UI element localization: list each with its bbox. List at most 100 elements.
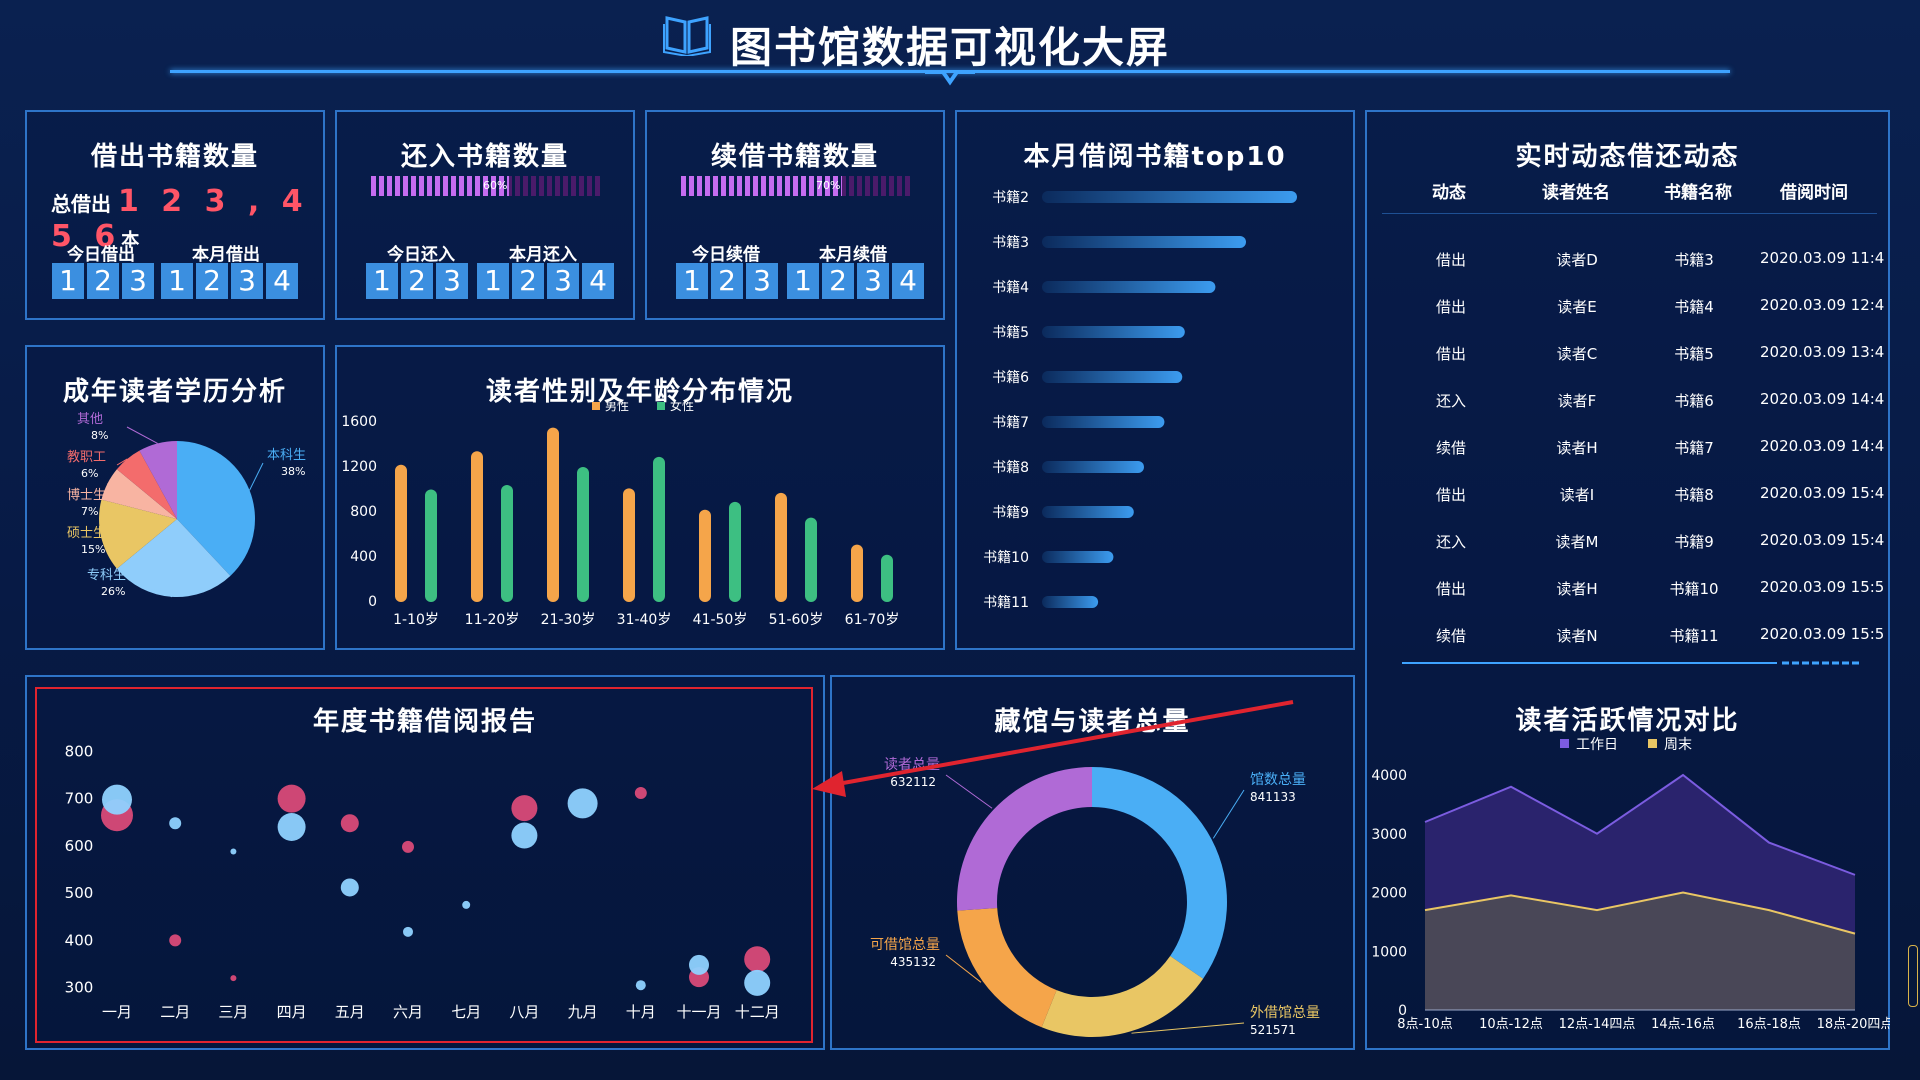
realtime-title: 实时动态借还动态 [1515, 142, 1740, 172]
bubble [634, 787, 647, 799]
digit: 2 [196, 263, 228, 299]
bar [851, 544, 863, 602]
pie-value-label: 7% [81, 505, 98, 518]
x-tick-label: 21-30岁 [541, 612, 596, 628]
table-row[interactable]: 借出 读者D 书籍3 2020.03.09 11:4 [1367, 249, 1887, 273]
annual-scatter-chart: 300 400 500 600 700 800 一月 二月 三月 四月 五月 六月 七月 八月 九月 十月 十一… [65, 742, 780, 1021]
scroll-handle[interactable] [1908, 945, 1918, 1007]
bar-label: 书籍7 [992, 414, 1029, 431]
pie-slice [177, 441, 256, 576]
table-header: 动态 读者姓名 书籍名称 借阅时间 [1367, 178, 1888, 206]
pie-slice [101, 469, 177, 519]
x-tick-label: 二月 [160, 1003, 190, 1021]
table-row[interactable]: 续借 读者H 书籍7 2020.03.09 14:4 [1367, 437, 1887, 461]
y-tick-label: 800 [350, 504, 377, 520]
table-cell: 2020.03.09 12:4 [1760, 296, 1885, 314]
bar [1042, 551, 1114, 563]
return-month-label: 本月还入 [509, 245, 577, 265]
table-cell: 书籍6 [1674, 392, 1714, 410]
bubble [277, 813, 306, 841]
table-cell: 续借 [1435, 439, 1467, 457]
area-line [1424, 773, 1856, 876]
bubble [567, 788, 598, 819]
table-row[interactable]: 借出 读者I 书籍8 2020.03.09 15:4 [1367, 484, 1887, 508]
pie-value-label: 6% [81, 467, 98, 480]
renew-card: 续借书籍数量 70% 今日续借 本月续借 1 2 3 1 2 3 4 [645, 110, 945, 320]
table-row[interactable]: 借出 读者C 书籍5 2020.03.09 13:4 [1367, 343, 1887, 367]
bubble [230, 975, 237, 982]
bar-label: 书籍4 [992, 279, 1029, 296]
borrow-total: 总借出 1 2 3 , 4 5 6本 [51, 184, 323, 254]
bubble [689, 954, 709, 975]
donut-slice [957, 767, 1092, 911]
renew-progress-bar: 70% [681, 176, 911, 196]
donut-leader-line [1131, 1022, 1245, 1034]
digit: 1 [161, 263, 193, 299]
table-cell: 读者N [1556, 627, 1598, 645]
top10-title: 本月借阅书籍top10 [1023, 142, 1287, 172]
pie-leader-line [136, 582, 173, 598]
bar [1042, 461, 1144, 473]
table-cell: 读者H [1556, 580, 1598, 598]
table-row[interactable]: 续借 读者N 书籍11 2020.03.09 15:5 [1367, 625, 1887, 649]
return-today-label: 今日还入 [387, 245, 455, 265]
borrow-today-label: 今日借出 [67, 245, 135, 265]
digit: 4 [582, 263, 614, 299]
return-month-digits: 1 2 3 4 [477, 263, 614, 299]
progress-percent: 60% [483, 179, 508, 192]
table-cell: 2020.03.09 15:4 [1760, 484, 1885, 502]
legend-label: 男性 [605, 402, 629, 413]
y-tick-label: 2000 [1371, 886, 1407, 902]
donut-value-label: 435132 [890, 955, 936, 969]
collection-title: 藏馆与读者总量 [994, 707, 1191, 737]
pie-value-label: 26% [101, 585, 125, 598]
table-row[interactable]: 还入 读者F 书籍6 2020.03.09 14:4 [1367, 390, 1887, 414]
bar-label: 书籍6 [992, 369, 1029, 386]
bar [1042, 326, 1185, 338]
bar [1042, 191, 1297, 203]
digit: 3 [231, 263, 263, 299]
bubble [511, 822, 538, 849]
bar [1042, 416, 1165, 428]
digit: 4 [892, 263, 924, 299]
gender-age-chart: 男性 女性 0 400 800 1200 1600 1-10岁 11-20岁 21-30岁 31-4… [341, 402, 899, 628]
annual-highlight-frame [35, 687, 813, 1043]
bubble [102, 784, 132, 815]
renew-month-digits: 1 2 3 4 [787, 263, 924, 299]
digit: 3 [547, 263, 579, 299]
table-cell: 读者M [1555, 533, 1599, 551]
x-tick-label: 十一月 [676, 1003, 721, 1021]
table-cell: 读者I [1559, 486, 1595, 504]
x-tick-label: 三月 [218, 1003, 248, 1021]
table-cell: 书籍10 [1669, 580, 1719, 598]
table-row[interactable]: 还入 读者M 书籍9 2020.03.09 15:4 [1367, 531, 1887, 555]
pie-leader-line [116, 458, 128, 466]
legend-swatch [592, 402, 600, 410]
donut-slice [1092, 767, 1227, 979]
pie-leader-line [126, 426, 158, 444]
header: 图书馆数据可视化大屏 [0, 0, 1920, 86]
pie-leader-line [100, 535, 118, 542]
bar [1042, 596, 1099, 608]
bar-label: 书籍5 [992, 324, 1029, 341]
donut-value-label: 521571 [1250, 1023, 1296, 1037]
table-row[interactable]: 借出 读者H 书籍10 2020.03.09 15:5 [1367, 578, 1887, 602]
pie-label: 本科生 [267, 448, 306, 463]
bar [547, 427, 559, 602]
x-tick-label: 六月 [393, 1003, 423, 1021]
renew-today-digits: 1 2 3 [676, 263, 778, 299]
bubble [744, 969, 771, 996]
donut-leader-line [945, 954, 982, 983]
bar [1042, 506, 1134, 518]
table-cell: 读者D [1556, 251, 1598, 269]
gender-age-title: 读者性别及年龄分布情况 [485, 377, 794, 407]
borrow-card-title: 借出书籍数量 [90, 142, 259, 172]
realtime-table-body: 借出 读者D 书籍3 2020.03.09 11:4 借出 读者E 书籍4 2020.03.0… [1367, 207, 1887, 747]
table-row[interactable]: 借出 读者E 书籍4 2020.03.09 12:4 [1367, 296, 1887, 320]
donut-leader-line [1212, 789, 1245, 839]
x-tick-label: 8点-10点 [1397, 1017, 1453, 1032]
legend-swatch [657, 402, 665, 410]
donut-value-label: 632112 [890, 775, 936, 789]
col-header-reader: 读者姓名 [1542, 183, 1610, 203]
bubble [277, 784, 306, 813]
